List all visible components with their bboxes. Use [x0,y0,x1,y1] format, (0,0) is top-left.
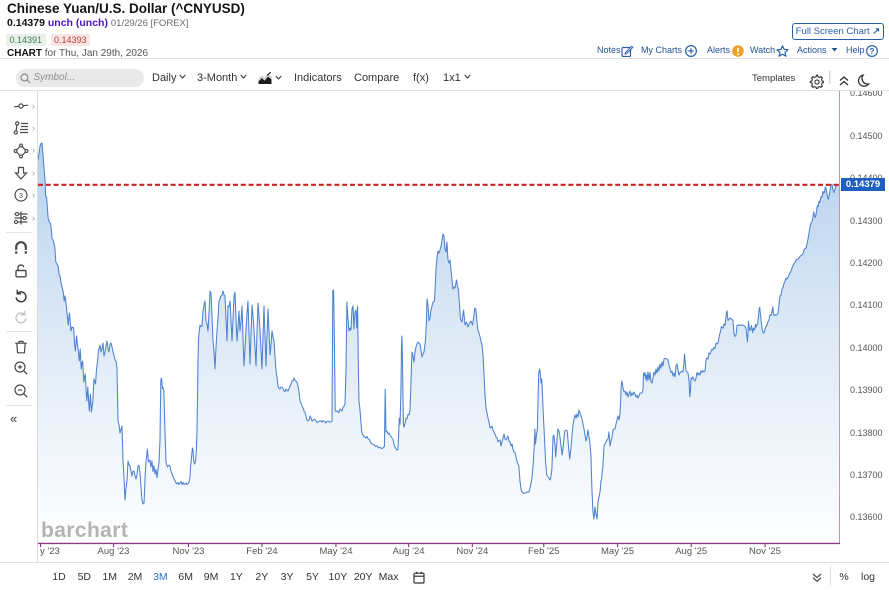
svg-text:?: ? [870,47,875,56]
svg-text:3: 3 [19,191,23,200]
